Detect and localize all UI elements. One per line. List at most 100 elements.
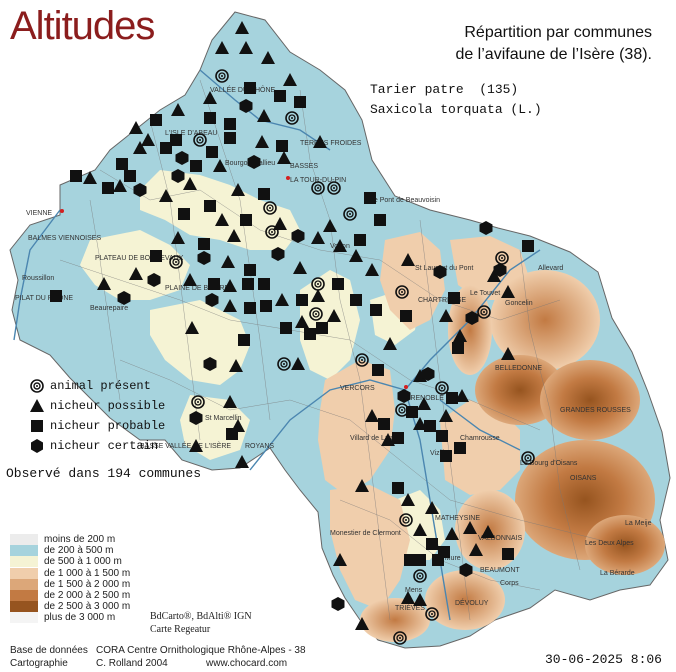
altitude-row: de 1 500 à 2 000 m (10, 578, 131, 590)
zone-mountains (360, 270, 665, 642)
symbol-legend: animal présent nicheur possible nicheur … (24, 376, 165, 456)
nicheur-probable-marker (452, 342, 464, 354)
animal-present-marker (169, 255, 183, 269)
nicheur-certain-marker (175, 151, 189, 165)
animal-present-marker (311, 181, 325, 195)
nicheur-possible-marker (183, 177, 197, 190)
place-la-meije: La Meije (625, 520, 652, 527)
base-label: Base de données (10, 645, 88, 656)
nicheur-probable-marker (406, 406, 418, 418)
nicheur-possible-marker (413, 369, 427, 382)
nicheur-possible-marker (113, 179, 127, 192)
nicheur-certain-marker (117, 291, 131, 305)
nicheur-possible-marker (223, 395, 237, 408)
nicheur-possible-marker (401, 493, 415, 506)
nicheur-possible-marker (229, 359, 243, 372)
nicheur-possible-marker (481, 525, 495, 538)
nicheur-possible-marker (463, 521, 477, 534)
place-pont-de-beauvoisin: Le Pont de Beauvoisin (370, 197, 440, 204)
nicheur-certain-marker (197, 251, 211, 265)
nicheur-possible-marker (293, 261, 307, 274)
animal-present-marker (521, 451, 535, 465)
nicheur-possible-marker (257, 109, 271, 122)
footer-credits: Base de données CORA Centre Ornithologiqu… (10, 644, 306, 670)
nicheur-possible-marker (501, 285, 515, 298)
animal-present-marker (399, 513, 413, 527)
nicheur-probable-marker (522, 240, 534, 252)
place-plateau-bonnevaux: PLATEAU DE BONNEVAUX (95, 255, 184, 262)
animal-present-marker (435, 381, 449, 395)
place-monestier: Monestier de Clermont (330, 530, 401, 537)
nicheur-possible-marker (215, 213, 229, 226)
nicheur-possible-marker (401, 253, 415, 266)
ign-credit-line-2: Carte Regeatur (150, 624, 211, 635)
nicheur-probable-marker (244, 82, 256, 94)
altitude-swatch (10, 534, 38, 546)
nicheur-possible-marker (425, 501, 439, 514)
altitude-swatch (10, 545, 38, 557)
animal-present-marker (191, 395, 205, 409)
place-chartreuse: CHARTREUSE (418, 297, 466, 304)
altitude-label: de 1 000 à 1 500 m (44, 567, 131, 579)
nicheur-probable-marker (354, 234, 366, 246)
nicheur-probable-marker (400, 310, 412, 322)
nicheur-probable-marker (50, 290, 62, 302)
nicheur-probable-marker (446, 392, 458, 404)
nicheur-probable-marker (124, 170, 136, 182)
nicheur-possible-marker (227, 229, 241, 242)
nicheur-possible-marker (261, 51, 275, 64)
nicheur-certain-marker (239, 99, 253, 113)
place-vienne: VIENNE (26, 210, 52, 217)
altitude-row: de 2 500 à 3 000 m (10, 601, 130, 613)
legend-row-nicheur-certain: nicheur certain (24, 436, 165, 456)
place-bourg-d-oisans: Le Bourg d'Oisans (520, 460, 578, 467)
observation-symbols (50, 21, 535, 645)
legend-label-nicheur-probable: nicheur probable (50, 419, 166, 433)
nicheur-certain-marker (247, 155, 261, 169)
legend-row-nicheur-probable: nicheur probable (24, 416, 165, 436)
nicheur-possible-marker (327, 309, 341, 322)
animal-present-marker (395, 285, 409, 299)
observed-count: Observé dans 194 communes (6, 466, 202, 481)
nicheur-probable-marker (274, 90, 286, 102)
nicheur-possible-marker (355, 617, 369, 630)
nicheur-possible-marker (97, 277, 111, 290)
romanche-river (439, 399, 521, 451)
nicheur-possible-marker (129, 267, 143, 280)
nicheur-possible-marker (469, 543, 483, 556)
nicheur-probable-marker (70, 170, 82, 182)
nicheur-possible-marker (413, 523, 427, 536)
nicheur-possible-marker (333, 553, 347, 566)
nicheur-probable-marker (198, 238, 210, 250)
nicheur-possible-marker (365, 263, 379, 276)
place-belledonne: BELLEDONNE (495, 365, 542, 372)
nicheur-certain-marker (397, 389, 411, 403)
nicheur-probable-marker (350, 294, 362, 306)
place-vallee-du-rhone: VALLÉE DU RHÔNE (210, 85, 276, 94)
altitude-label: de 1 500 à 2 000 m (44, 578, 131, 590)
nicheur-possible-marker (355, 479, 369, 492)
carto-value: C. Rolland 2004 (96, 658, 168, 669)
place-la-tour-du-pin: LA TOUR-DU-PIN (290, 177, 346, 184)
town-dot-grenoble (404, 385, 408, 389)
nicheur-probable-marker (258, 278, 270, 290)
altitude-swatch (10, 601, 38, 613)
place-terres-froides: TERRES FROIDES (300, 140, 362, 147)
nicheur-probable-marker (160, 142, 172, 154)
nicheur-possible-marker (439, 309, 453, 322)
nicheur-certain-marker (189, 411, 203, 425)
animal-present-marker (327, 181, 341, 195)
animal-present-marker (193, 133, 207, 147)
nicheur-possible-marker (171, 231, 185, 244)
altitude-row: de 1 000 à 1 500 m (10, 567, 131, 579)
nicheur-probable-marker (304, 328, 316, 340)
animal-present-marker (425, 607, 439, 621)
website-link[interactable]: www.chocard.com (206, 658, 288, 669)
nicheur-possible-marker (185, 321, 199, 334)
nicheur-probable-marker (392, 482, 404, 494)
nicheur-probable-marker (260, 300, 272, 312)
nicheur-probable-marker (102, 182, 114, 194)
nicheur-possible-marker (203, 91, 217, 104)
altitude-swatch (10, 567, 38, 579)
